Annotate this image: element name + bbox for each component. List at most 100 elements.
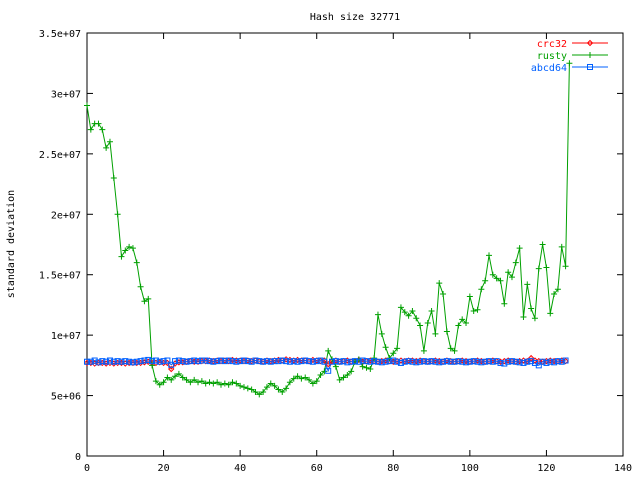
rusty-point <box>378 330 385 337</box>
series-markers <box>83 60 573 398</box>
abcd64-point <box>547 358 554 365</box>
abcd64-point <box>240 357 247 364</box>
legend-label-abcd64: abcd64 <box>531 63 567 74</box>
abcd64-point <box>359 357 366 364</box>
abcd64-point <box>505 358 512 365</box>
abcd64-point <box>520 359 527 366</box>
abcd64-point <box>428 358 435 365</box>
abcd64-point <box>447 358 454 365</box>
rusty-point <box>183 376 190 383</box>
abcd64-point <box>141 357 148 364</box>
abcd64-point <box>443 358 450 365</box>
rusty-point <box>206 379 213 386</box>
abcd64-point <box>501 360 508 367</box>
abcd64-point <box>168 361 175 368</box>
rusty-point <box>440 291 447 298</box>
rusty-point <box>512 259 519 266</box>
abcd64-point <box>87 358 94 365</box>
rusty-point <box>298 375 305 382</box>
abcd64-point <box>279 357 286 364</box>
rusty-point <box>179 374 186 381</box>
abcd64-point <box>382 358 389 365</box>
rusty-point <box>248 386 255 393</box>
rusty-point <box>516 245 523 252</box>
abcd64-point <box>110 358 117 365</box>
rusty-point <box>436 280 443 287</box>
abcd64-point <box>267 358 274 365</box>
rusty-point <box>547 310 554 317</box>
abcd64-point <box>313 358 320 365</box>
abcd64-point <box>344 359 351 366</box>
rusty-point <box>424 320 431 327</box>
abcd64-point <box>218 357 224 364</box>
rusty-point <box>156 381 163 388</box>
rusty-point <box>554 286 561 293</box>
rusty-point <box>551 291 558 298</box>
abcd64-point <box>386 358 393 365</box>
rusty-point <box>497 277 504 284</box>
abcd64-point <box>336 358 343 365</box>
abcd64-point <box>424 358 431 365</box>
rusty-point <box>459 316 466 323</box>
rusty-point <box>558 243 565 250</box>
axis-ticks: 0 20 40 60 80 100 120 140 0 5e+06 1e+07 1.5e+07 2e+0… <box>39 29 632 474</box>
rusty-point <box>463 320 470 327</box>
abcd64-point <box>118 358 125 365</box>
rusty-point <box>432 330 439 337</box>
rusty-point <box>363 364 370 371</box>
abcd64-point <box>478 359 485 366</box>
rusty-point <box>106 138 113 145</box>
rusty-point <box>539 241 546 248</box>
abcd64-point <box>325 367 332 374</box>
abcd64-point <box>436 359 443 366</box>
abcd64-point <box>355 358 362 365</box>
rusty-point <box>359 363 366 370</box>
rusty-point <box>99 126 106 133</box>
abcd64-point <box>91 357 98 364</box>
abcd64-point <box>535 362 542 369</box>
abcd64-point <box>397 359 404 366</box>
abcd64-point <box>183 358 190 365</box>
x-tick-label: 80 <box>387 463 399 474</box>
rusty-point <box>252 388 259 395</box>
rusty-point <box>103 144 110 151</box>
rusty-point <box>110 175 117 182</box>
abcd64-point <box>221 358 228 365</box>
rusty-point <box>221 380 228 387</box>
rusty-point <box>367 365 374 372</box>
abcd64-point <box>126 358 133 365</box>
legend-marker-crc32 <box>586 39 594 47</box>
rusty-point <box>409 307 416 314</box>
abcd64-point <box>175 357 182 364</box>
rusty-point <box>240 384 247 391</box>
abcd64-point <box>275 358 282 365</box>
abcd64-point <box>562 357 569 364</box>
rusty-point <box>562 263 569 270</box>
abcd64-point <box>306 358 313 365</box>
abcd64-point <box>524 358 531 365</box>
y-tick-label: 5e+06 <box>51 392 81 403</box>
rusty-point <box>417 322 424 329</box>
y-axis-label: standard deviation <box>6 190 17 298</box>
abcd64-point <box>172 358 179 365</box>
abcd64-point <box>371 358 378 365</box>
rusty-point <box>267 380 274 387</box>
rusty-point <box>566 60 573 67</box>
rusty-point <box>84 102 90 109</box>
abcd64-point <box>129 359 136 366</box>
legend-label-crc32: crc32 <box>537 39 567 50</box>
abcd64-point <box>321 358 328 365</box>
rusty-point <box>114 211 121 218</box>
rusty-point <box>455 322 462 329</box>
abcd64-point <box>451 358 458 365</box>
abcd64-point <box>493 358 500 365</box>
rusty-point <box>302 374 309 381</box>
abcd64-point <box>260 358 267 365</box>
rusty-point <box>294 373 301 380</box>
rusty-point <box>321 368 328 375</box>
x-tick-label: 140 <box>614 463 632 474</box>
abcd64-point <box>198 357 205 364</box>
abcd64-point <box>543 359 550 366</box>
abcd64-point <box>516 359 523 366</box>
